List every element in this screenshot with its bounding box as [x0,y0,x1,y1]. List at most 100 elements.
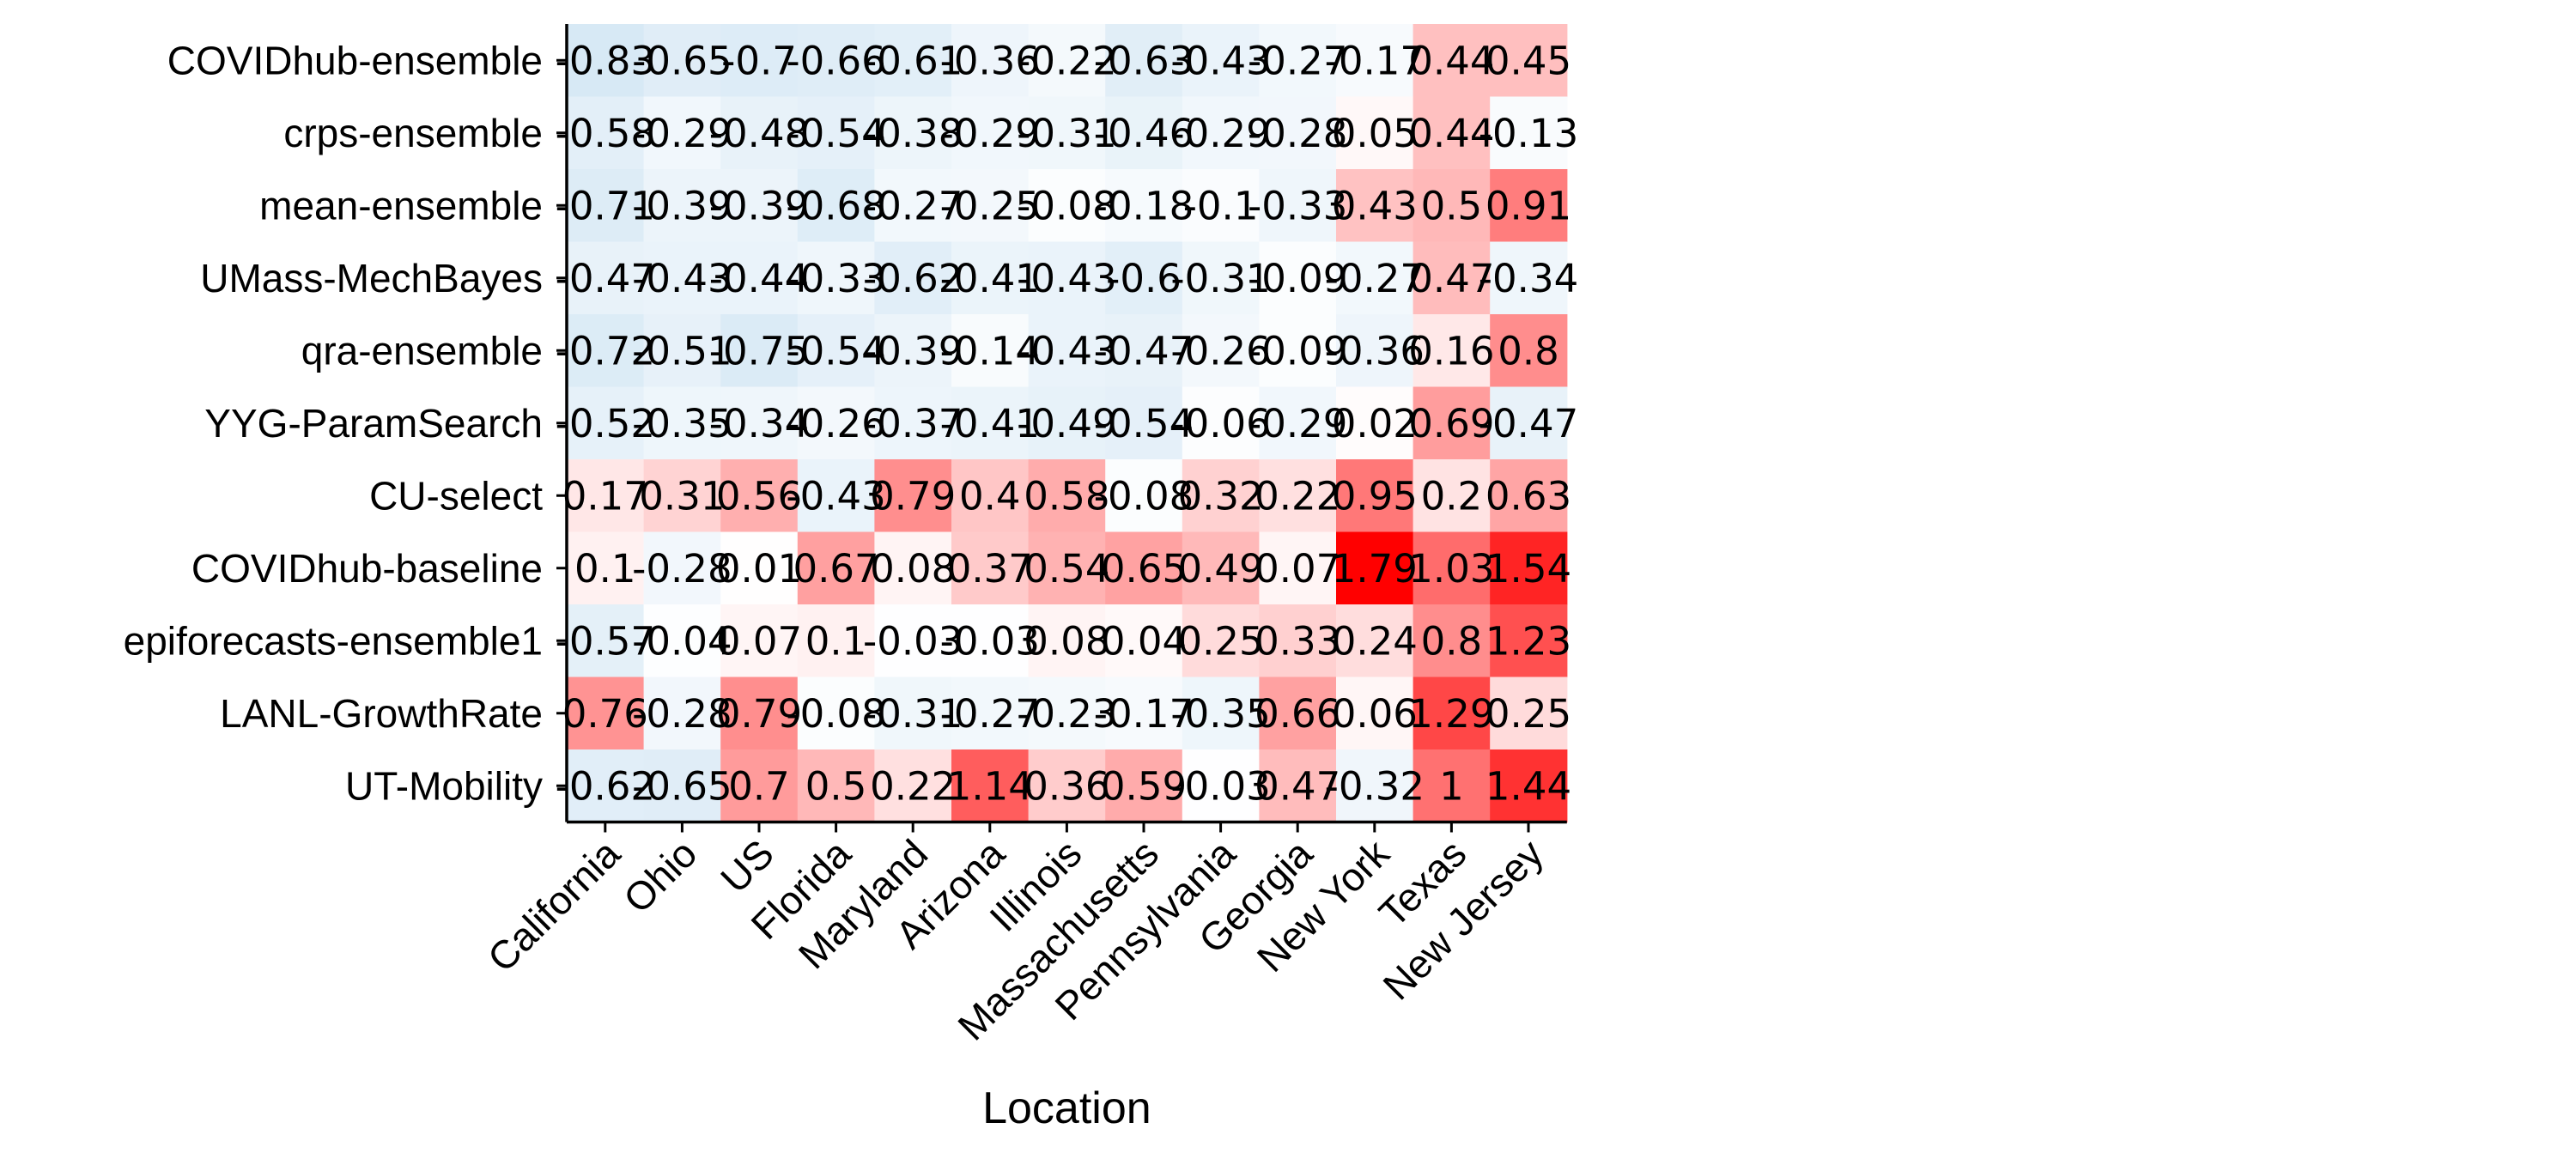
heatmap-cell-epiforecasts-ensemble1-massachusetts [1105,604,1183,678]
cell-value-label: -0.47 [556,256,655,301]
cell-value-label: -0.68 [786,183,885,228]
cell-value-label: 0.91 [1485,183,1571,228]
cell-value-label: 1 [1439,763,1464,809]
heatmap-cell-ut-mobility-maryland [874,749,952,823]
y-tick-label-epiforecasts-ensemble1: epiforecasts-ensemble1 [124,618,543,663]
heatmap-cell-crps-ensemble-us [720,96,799,170]
cell-value-label: 0.59 [1101,763,1187,809]
cell-value-label: -0.51 [632,328,732,373]
y-tick-label-mean-ensemble: mean-ensemble [259,183,543,228]
y-tick-labels: COVIDhub-ensemble crps-ensemble mean-ensem… [124,38,544,808]
heatmap-cell-umass-mechbayes-illinois [1028,241,1106,315]
heatmap-cell-lanl-growthrate-ohio [643,677,721,750]
cell-value-label: 0.44 [1408,111,1494,156]
cell-value-label: -0.47 [1479,401,1578,446]
cell-value-label: 0.45 [1485,38,1571,83]
cell-value-label: -0.09 [1248,328,1347,373]
cell-value-label: -0.17 [1325,38,1425,83]
heatmap-cell-umass-mechbayes-georgia [1259,241,1337,315]
cell-value-label: -0.39 [863,328,963,373]
heatmap-cell-epiforecasts-ensemble1-illinois [1028,604,1106,678]
cell-value-label: 0.32 [1177,473,1263,519]
heatmap-cell-epiforecasts-ensemble1-california [567,604,645,678]
cell-value-label: -0.29 [1170,111,1270,156]
cell-value-label: -0.83 [556,38,655,83]
heatmap-cell-qra-ensemble-pennsylvania [1182,314,1260,388]
heatmap-cell-epiforecasts-ensemble1-us [720,604,799,678]
heatmap-cell-epiforecasts-ensemble1-pennsylvania [1182,604,1260,678]
cell-value-label: 0.08 [1024,618,1109,664]
heatmap-cell-covidhub-ensemble-arizona [951,24,1030,98]
heatmap-cell-qra-ensemble-georgia [1259,314,1337,388]
heatmap-cell-ut-mobility-pennsylvania [1182,749,1260,823]
heatmap-cell-yyg-paramsearch-us [720,386,799,460]
heatmap-cell-ut-mobility-georgia [1259,749,1337,823]
heatmap-cell-yyg-paramsearch-california [567,386,645,460]
cell-value-label: 0.02 [1332,401,1418,446]
cell-value-label: 0.69 [1408,401,1494,446]
cell-value-label: 0.22 [1255,473,1340,519]
heatmap-cell-yyg-paramsearch-georgia [1259,386,1337,460]
heatmap-cell-cu-select-georgia [1259,459,1337,533]
x-axis-title: Location [982,1083,1151,1133]
heatmap-cell-crps-ensemble-pennsylvania [1182,96,1260,170]
cell-value-label: -0.29 [1248,401,1347,446]
cell-value-label: 0.22 [870,763,956,809]
cell-value-label: -0.27 [863,183,963,228]
cell-value-label: 0.01 [716,546,802,592]
heatmap-cell-umass-mechbayes-new-jersey [1490,241,1568,315]
cell-value-label: 0.25 [1177,618,1263,664]
cell-value-label: -0.06 [1170,401,1270,446]
heatmap-cell-covidhub-baseline-massachusetts [1105,531,1183,605]
heatmap-cell-ut-mobility-us [720,749,799,823]
heatmap-cell-epiforecasts-ensemble1-new-jersey [1490,604,1568,678]
heatmap-cell-covidhub-baseline-new-york [1336,531,1414,605]
heatmap-cell-cu-select-texas [1413,459,1491,533]
cell-value-label: -0.71 [556,183,655,228]
heatmap-cell-covidhub-baseline-california [567,531,645,605]
cell-value-label: 1.23 [1485,618,1571,664]
heatmap-cell-crps-ensemble-maryland [874,96,952,170]
cell-value-label: -0.43 [786,473,885,519]
cell-value-label: 0.5 [805,763,867,809]
heatmap-cell-mean-ensemble-massachusetts [1105,169,1183,243]
cell-value-label: -0.23 [1017,691,1116,737]
cell-value-label: -0.58 [556,111,655,156]
heatmap-cell-covidhub-ensemble-texas [1413,24,1491,98]
cell-value-label: -0.28 [632,691,732,737]
heatmap-cell-covidhub-baseline-florida [797,531,875,605]
heatmap-cell-crps-ensemble-new-york [1336,96,1414,170]
cell-value-label: -0.08 [1017,183,1116,228]
cell-value-label: -0.36 [1325,328,1425,373]
cell-value-label: -0.66 [786,38,885,83]
cell-value-label: -0.35 [632,401,732,446]
y-tick-label-umass-mechbayes: UMass-MechBayes [200,256,543,300]
heatmap-cell-covidhub-baseline-new-jersey [1490,531,1568,605]
cell-value-label: 1.54 [1485,546,1571,592]
heatmap-cell-crps-ensemble-florida [797,96,875,170]
heatmap-cell-lanl-growthrate-arizona [951,677,1030,750]
cell-value-label: -0.65 [632,38,732,83]
heatmap-cell-lanl-growthrate-florida [797,677,875,750]
cell-value-label: 0.07 [1255,546,1340,592]
heatmap-cell-lanl-growthrate-georgia [1259,677,1337,750]
cell-value-label: -0.28 [632,546,732,592]
cell-value-label: -0.57 [556,618,655,664]
cell-value-label: -0.33 [786,256,885,301]
cell-value-label: 0.2 [1421,473,1483,519]
heatmap-cell-cu-select-maryland [874,459,952,533]
heatmap-cell-crps-ensemble-arizona [951,96,1030,170]
heatmap-cell-epiforecasts-ensemble1-texas [1413,604,1491,678]
cell-value-label: 0.4 [959,473,1021,519]
heatmap-cell-ut-mobility-new-jersey [1490,749,1568,823]
heatmap-cell-yyg-paramsearch-maryland [874,386,952,460]
cell-value-label: 1.29 [1408,691,1494,737]
cell-value-label: -0.43 [1170,38,1270,83]
cell-value-label: -0.41 [940,401,1040,446]
cell-value-label: -0.27 [1325,256,1425,301]
heatmap-cell-mean-ensemble-florida [797,169,875,243]
cell-value-label: -0.09 [1248,256,1347,301]
cell-value-label: -0.29 [940,111,1040,156]
heatmap-cell-yyg-paramsearch-arizona [951,386,1030,460]
